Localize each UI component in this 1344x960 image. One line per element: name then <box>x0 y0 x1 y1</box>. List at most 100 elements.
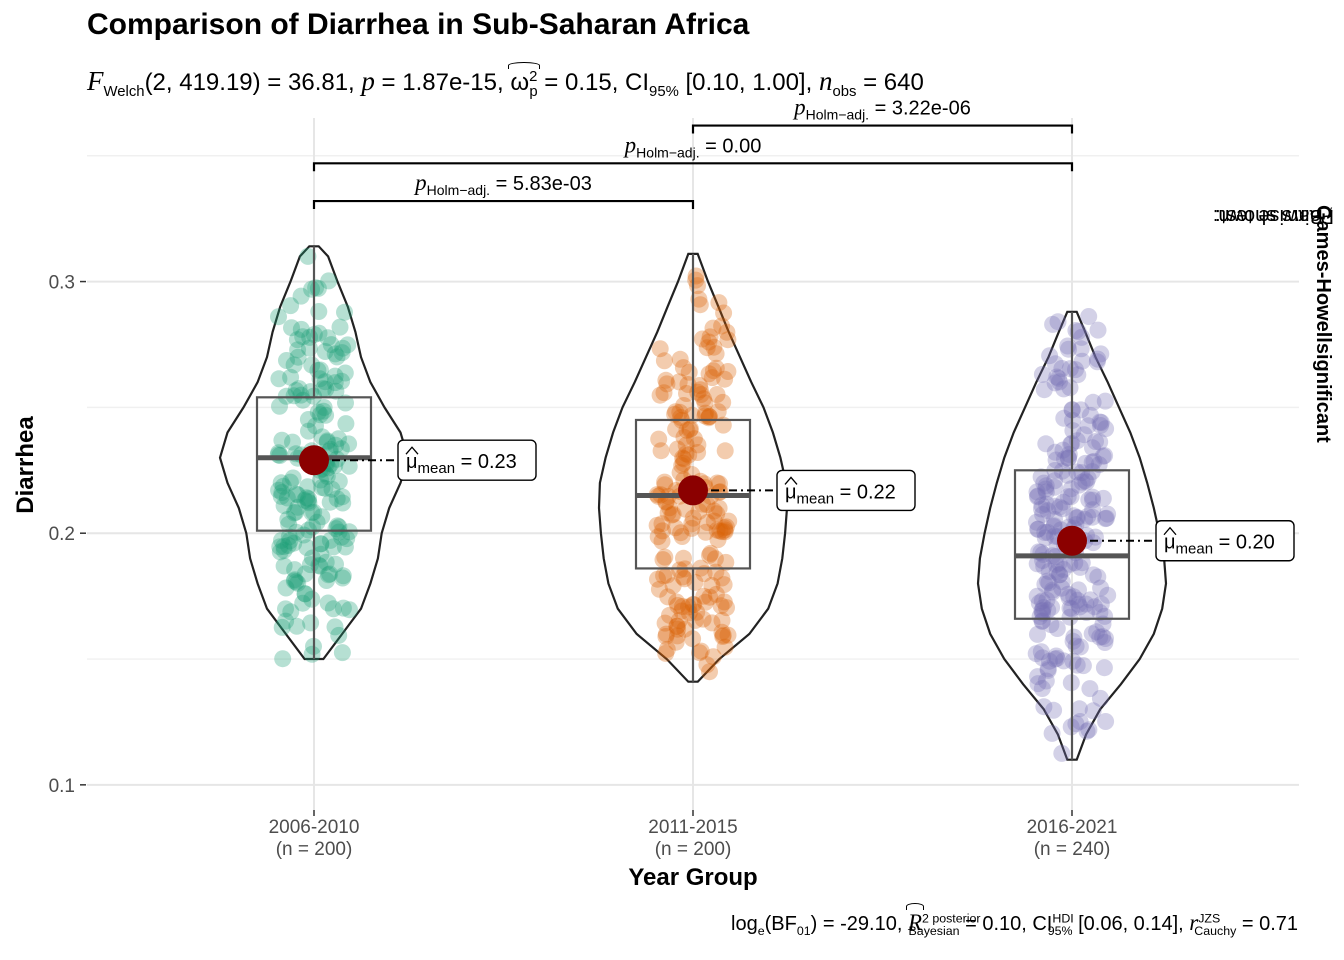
data-point <box>271 538 289 556</box>
data-point <box>299 478 317 496</box>
data-point <box>668 617 686 635</box>
y-tick-label: 0.1 <box>49 776 75 797</box>
data-point <box>285 534 303 552</box>
pairwise-bracket <box>312 199 695 210</box>
data-point <box>715 304 733 322</box>
data-point <box>1084 439 1101 457</box>
data-point <box>1096 447 1114 465</box>
data-point <box>1088 623 1106 641</box>
data-point <box>330 430 347 448</box>
data-point <box>703 614 721 632</box>
data-point <box>1036 524 1054 541</box>
data-point <box>312 471 329 489</box>
data-point <box>715 593 733 611</box>
data-point <box>684 509 702 527</box>
data-point <box>656 614 674 632</box>
data-point <box>1086 598 1103 616</box>
data-point <box>661 499 679 517</box>
y-tick-label: 0.2 <box>49 524 75 545</box>
data-point <box>319 329 337 347</box>
data-point <box>1063 600 1081 618</box>
data-point <box>1091 433 1109 451</box>
data-point <box>683 515 701 533</box>
data-point <box>278 352 295 369</box>
data-point <box>649 528 667 546</box>
data-point <box>654 522 671 540</box>
data-point <box>327 555 344 573</box>
data-point <box>1048 649 1066 667</box>
data-point <box>713 317 731 335</box>
data-point <box>1053 573 1071 591</box>
data-point <box>298 489 316 507</box>
data-point <box>1033 680 1051 697</box>
data-point <box>1097 510 1114 528</box>
data-point <box>311 370 329 388</box>
data-point <box>692 642 710 660</box>
data-point <box>677 436 695 454</box>
data-point <box>312 545 330 563</box>
data-point <box>1040 574 1058 592</box>
mean-point <box>678 475 708 506</box>
data-point <box>1055 409 1073 427</box>
data-point <box>654 551 672 569</box>
data-point <box>1046 497 1064 515</box>
data-point <box>317 406 335 424</box>
data-point <box>1051 566 1069 584</box>
data-point <box>1078 604 1095 621</box>
data-point <box>1028 488 1046 506</box>
data-point <box>303 645 321 663</box>
data-point <box>675 549 692 567</box>
data-point <box>675 450 693 468</box>
data-point <box>288 617 306 635</box>
data-point <box>290 380 308 398</box>
data-point <box>666 405 684 423</box>
data-point <box>1037 480 1055 498</box>
data-point <box>1097 630 1114 647</box>
bayes-factor-caption: loge(BF01) = -29.10, R2 posteriorBayesia… <box>731 903 1298 938</box>
data-point <box>277 612 295 630</box>
data-point <box>285 572 303 590</box>
data-point <box>1054 560 1072 578</box>
data-point <box>1043 581 1061 599</box>
violin-layer <box>218 245 1168 761</box>
data-point <box>706 550 724 568</box>
data-point <box>333 488 351 506</box>
data-point <box>1029 487 1047 505</box>
data-point <box>1066 554 1084 572</box>
data-point <box>655 352 673 370</box>
mean-point <box>1057 525 1087 556</box>
data-point <box>296 491 314 509</box>
data-point <box>1034 649 1051 667</box>
data-point <box>1078 722 1096 740</box>
data-point <box>669 440 686 458</box>
data-point <box>1062 480 1080 498</box>
data-point <box>326 618 344 636</box>
data-point <box>278 489 296 507</box>
data-point <box>1048 620 1066 637</box>
data-point <box>282 603 300 621</box>
data-point <box>656 548 674 566</box>
data-point <box>275 538 293 555</box>
data-point <box>1046 472 1064 490</box>
data-point <box>311 361 329 379</box>
data-point <box>678 385 695 402</box>
data-point <box>1036 575 1054 593</box>
data-point <box>1080 721 1098 739</box>
data-point <box>720 512 738 530</box>
data-point <box>301 556 319 574</box>
data-point <box>1075 426 1093 444</box>
data-point <box>659 588 677 606</box>
data-point <box>1065 507 1083 525</box>
grid-lines <box>87 118 1299 810</box>
data-point <box>673 528 691 545</box>
data-point <box>1053 579 1071 597</box>
data-point <box>681 420 699 438</box>
data-point <box>303 504 321 522</box>
data-point <box>1046 650 1064 668</box>
data-point <box>1083 463 1101 481</box>
data-point <box>1034 599 1052 617</box>
data-point <box>687 271 705 289</box>
data-point <box>285 356 303 374</box>
data-point <box>1054 500 1072 518</box>
data-point <box>1028 587 1046 605</box>
